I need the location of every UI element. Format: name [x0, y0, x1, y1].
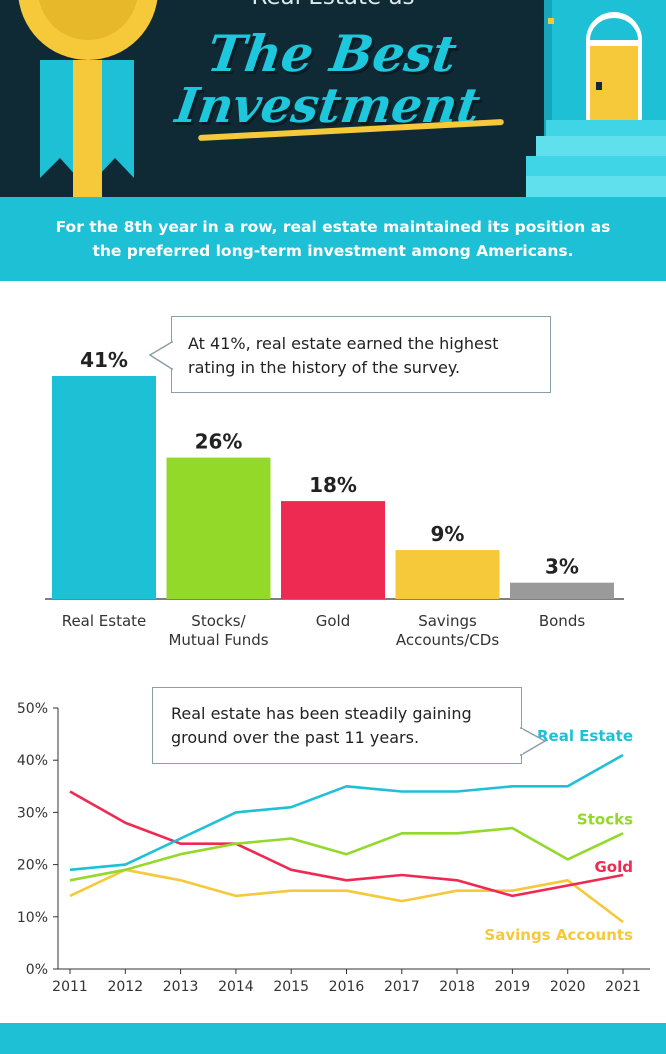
y-tick-label: 40%: [17, 753, 48, 769]
bar-category-label: Accounts/CDs: [396, 631, 499, 649]
series-line-gold: [69, 790, 624, 898]
x-tick-label: 2014: [218, 979, 254, 995]
x-tick-label: 2013: [163, 979, 199, 995]
series-line-stocks: [69, 826, 624, 882]
y-tick-label: 50%: [17, 701, 48, 717]
y-tick-label: 30%: [17, 805, 48, 821]
bar-category-label: Stocks/: [191, 612, 246, 630]
x-tick-label: 2018: [439, 979, 475, 995]
subhead-text: For the 8th year in a row, real estate m…: [55, 218, 611, 260]
bar-value-label: 3%: [545, 555, 579, 579]
series-label: Gold: [595, 858, 634, 876]
x-tick-label: 2021: [605, 979, 641, 995]
x-tick-label: 2015: [273, 979, 309, 995]
bar-chart-svg: 41% Real Estate 26% Stocks/Mutual Funds 18% G…: [45, 348, 624, 649]
line-chart-callout: Real estate has been steadily gaining gr…: [152, 687, 522, 764]
bar-category-label: Mutual Funds: [168, 631, 268, 649]
x-tick-label: 2012: [107, 979, 143, 995]
house-door-icon: [526, 0, 666, 197]
bar-category-label: Gold: [316, 612, 351, 630]
x-tick-label: 2019: [495, 979, 531, 995]
page-title-line1: The Best: [203, 24, 461, 83]
series-label: Stocks: [577, 810, 633, 828]
bar-3: [395, 550, 500, 599]
bar-chart: 41% Real Estate 26% Stocks/Mutual Funds 18% G…: [0, 281, 666, 671]
footer-band: [0, 1023, 666, 1054]
bar-value-label: 26%: [195, 430, 243, 454]
header-banner: Real Estate as The Best Investment: [0, 0, 666, 197]
y-tick-label: 0%: [26, 962, 48, 978]
bar-chart-callout: At 41%, real estate earned the highest r…: [171, 316, 551, 393]
header-kicker: Real Estate as: [0, 0, 666, 10]
bar-1: [166, 457, 271, 599]
bar-4: [510, 582, 614, 599]
callout-tail-icon: [519, 727, 547, 757]
series-line-savings-accounts: [69, 868, 624, 924]
y-tick-label: 10%: [17, 910, 48, 926]
subhead-band: For the 8th year in a row, real estate m…: [0, 197, 666, 281]
series-label: Real Estate: [537, 727, 633, 745]
bar-value-label: 9%: [431, 522, 465, 546]
bar-2: [281, 501, 385, 599]
award-ribbon-icon: [18, 0, 158, 197]
bar-category-label: Savings: [418, 612, 477, 630]
bar-0: [52, 376, 156, 599]
y-tick-label: 20%: [17, 858, 48, 874]
x-tick-label: 2011: [52, 979, 88, 995]
bar-value-label: 41%: [80, 348, 128, 372]
x-tick-label: 2016: [329, 979, 365, 995]
line-chart-svg: 0% 10% 20% 30% 40% 50% 2011 2012 2013 2014 2015 201…: [17, 701, 650, 995]
bar-category-label: Bonds: [539, 612, 585, 630]
bar-category-label: Real Estate: [62, 612, 147, 630]
x-tick-label: 2020: [550, 979, 586, 995]
callout-tail-icon: [148, 341, 174, 371]
series-line-real-estate: [69, 753, 624, 872]
line-chart: 0% 10% 20% 30% 40% 50% 2011 2012 2013 2014 2015 201…: [0, 671, 666, 1023]
x-tick-label: 2017: [384, 979, 420, 995]
bar-value-label: 18%: [309, 473, 357, 497]
series-label: Savings Accounts: [484, 926, 633, 944]
